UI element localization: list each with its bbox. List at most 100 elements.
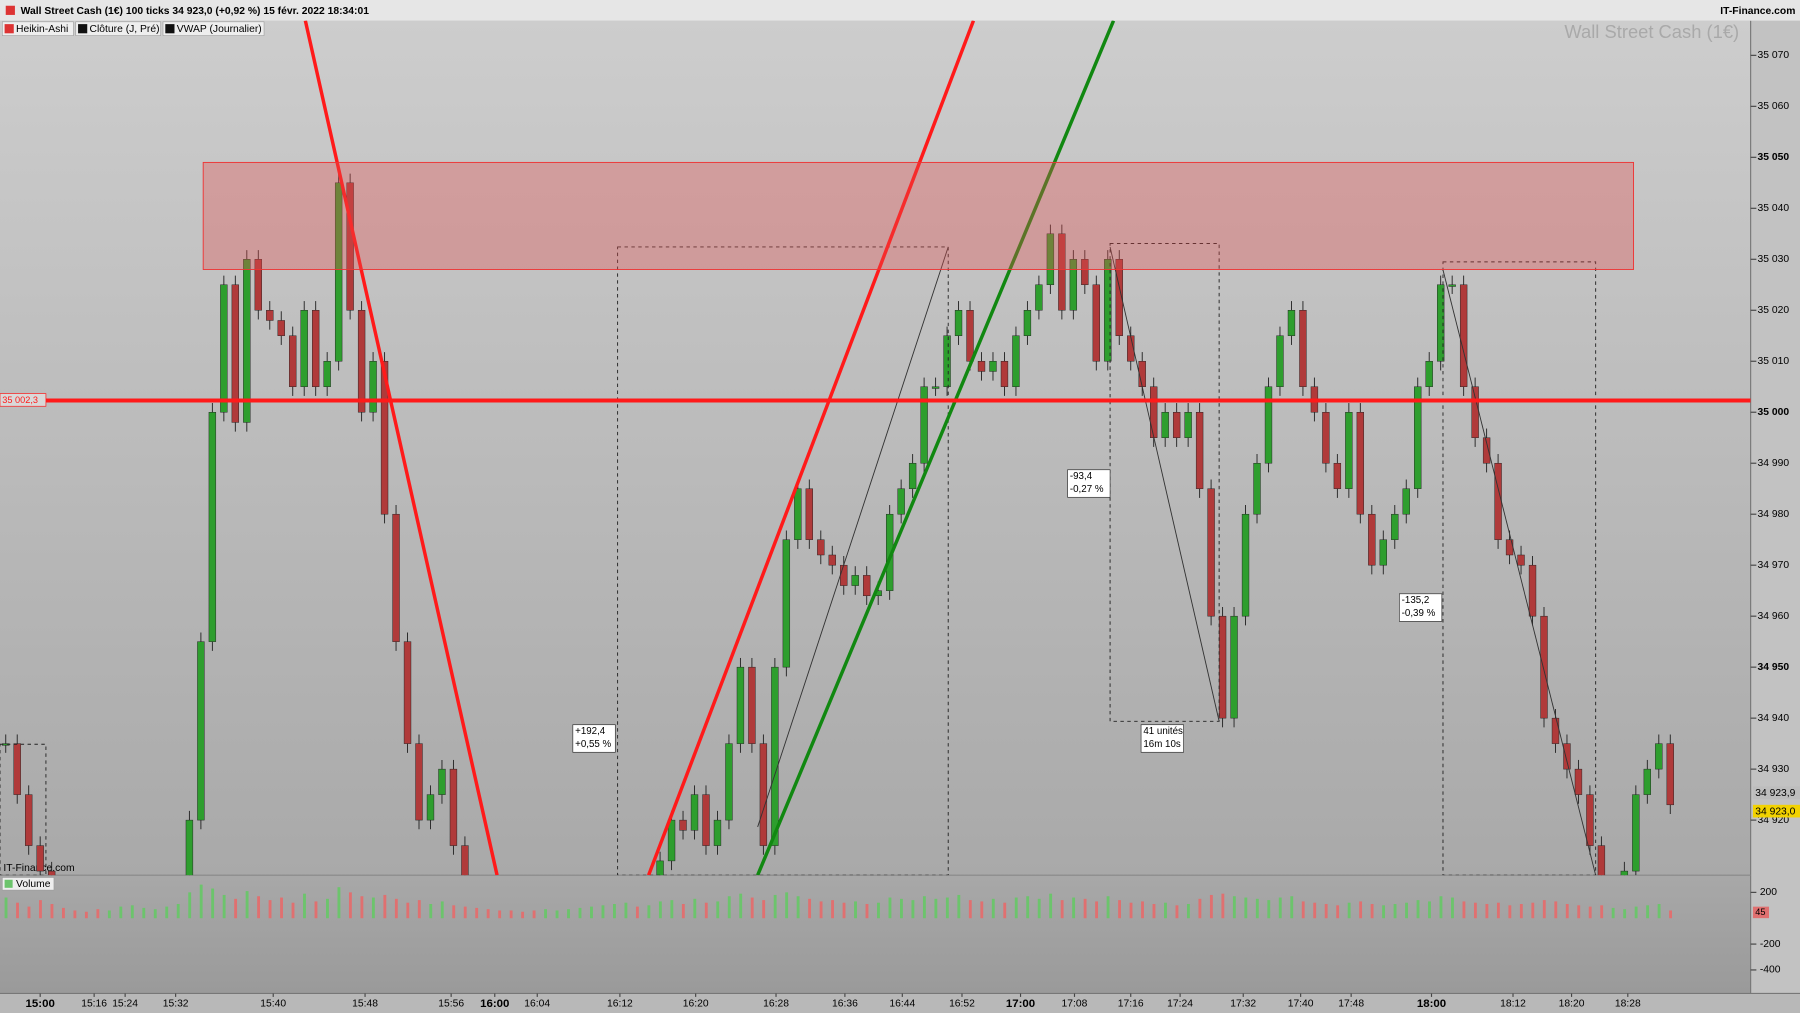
volume-bar [808, 898, 812, 919]
candle-body [1161, 412, 1169, 438]
candle-body [1471, 386, 1479, 438]
volume-bar [165, 906, 169, 919]
volume-bar [1347, 902, 1351, 919]
candle [1207, 479, 1215, 626]
candle-body [771, 666, 779, 846]
axes: 34 920 34 930 34 940 34 950 34 960 34 970 34 9… [0, 50, 1800, 1010]
time-axis [0, 993, 1800, 1013]
candle-body [805, 488, 813, 540]
x-tick-label: 16:20 [683, 999, 709, 1010]
candle-body [25, 794, 33, 846]
volume-bar [544, 909, 548, 919]
candle-body [1632, 794, 1640, 872]
candle-body [794, 488, 802, 540]
candle [1012, 326, 1020, 396]
candle [1494, 454, 1502, 549]
candle-body [1459, 284, 1468, 387]
volume-title: Volume [16, 879, 51, 890]
candle-body [1333, 462, 1342, 489]
volume-bar [785, 892, 789, 919]
candle-body [231, 284, 240, 423]
volume-bar [1014, 897, 1018, 919]
candle-body [415, 743, 423, 821]
volume-bar [1646, 905, 1650, 919]
candle-body [1195, 412, 1204, 489]
volume-bar [1313, 902, 1317, 919]
volume-bar [1221, 893, 1225, 919]
candle-body [1276, 335, 1284, 387]
candle-body [782, 539, 791, 668]
candle [679, 810, 687, 840]
annotation-box [1067, 469, 1111, 498]
annotation-box [1140, 724, 1184, 753]
volume-bar [1519, 904, 1523, 919]
y-tick-label: 200 [1760, 887, 1777, 898]
volume-bar [1072, 897, 1076, 919]
volume-bar [452, 905, 456, 919]
volume-bar [704, 902, 708, 919]
candle-body [667, 819, 676, 862]
candle [1241, 505, 1250, 626]
candle [1402, 479, 1410, 524]
candle-body [1414, 386, 1422, 489]
volume-bar [199, 884, 203, 919]
y-tick-label: 34 970 [1758, 560, 1790, 571]
candle-body [1345, 412, 1353, 489]
candle-body [1666, 743, 1674, 806]
volume-bar [1600, 905, 1604, 919]
volume-bar [1542, 900, 1546, 919]
volume-bar [727, 896, 731, 919]
volume-bar [1657, 904, 1661, 919]
price-tag [1752, 786, 1800, 800]
candle-body [679, 819, 687, 831]
drawings [0, 20, 1597, 876]
volume-bar [1451, 897, 1454, 919]
x-tick-label: 18:20 [1559, 999, 1585, 1010]
candle [1023, 301, 1032, 345]
x-tick-label: 16:44 [889, 999, 915, 1010]
volume-bar [371, 897, 375, 919]
volume-bar [1164, 902, 1167, 919]
x-tick-label: 15:24 [112, 999, 138, 1010]
volume-bar [693, 898, 697, 919]
candle-body [208, 412, 217, 642]
candle-body [1046, 233, 1055, 286]
candle [920, 377, 928, 473]
volume-bar [509, 910, 513, 919]
candle [759, 734, 768, 855]
candle-body [220, 284, 228, 413]
legend-item [75, 21, 162, 36]
price-tag [1752, 804, 1800, 818]
candle [977, 352, 986, 381]
annotation-box [1399, 593, 1443, 622]
candle [1414, 377, 1422, 498]
candle [1368, 505, 1376, 575]
candle [1161, 403, 1169, 447]
volume-bar [922, 896, 926, 919]
candle-body [1150, 386, 1158, 438]
candle-body [1230, 615, 1238, 719]
y-tick-label: 35 060 [1758, 101, 1790, 112]
candle [736, 657, 745, 753]
candle-body [1655, 743, 1663, 770]
level-tag [0, 393, 47, 407]
candle-body [1023, 310, 1032, 336]
candle-body [13, 743, 21, 795]
legend-swatch [165, 24, 175, 34]
candle-body [266, 310, 274, 321]
volume-bar [39, 900, 42, 919]
candle [863, 566, 871, 605]
candle-body [47, 870, 56, 876]
candle [1655, 734, 1663, 779]
annotation-text: 41 unités [1143, 726, 1183, 737]
volume-bar [1336, 905, 1340, 919]
volume-bar [658, 901, 662, 919]
volume-bar [521, 911, 525, 919]
x-tick-label: 18:00 [1417, 998, 1446, 1010]
candle-body [989, 361, 997, 372]
candle-body [243, 259, 251, 423]
candle-body [748, 666, 756, 744]
candle-body [323, 361, 331, 387]
y-tick-label: 35 000 [1758, 407, 1790, 418]
candle [1035, 275, 1043, 320]
